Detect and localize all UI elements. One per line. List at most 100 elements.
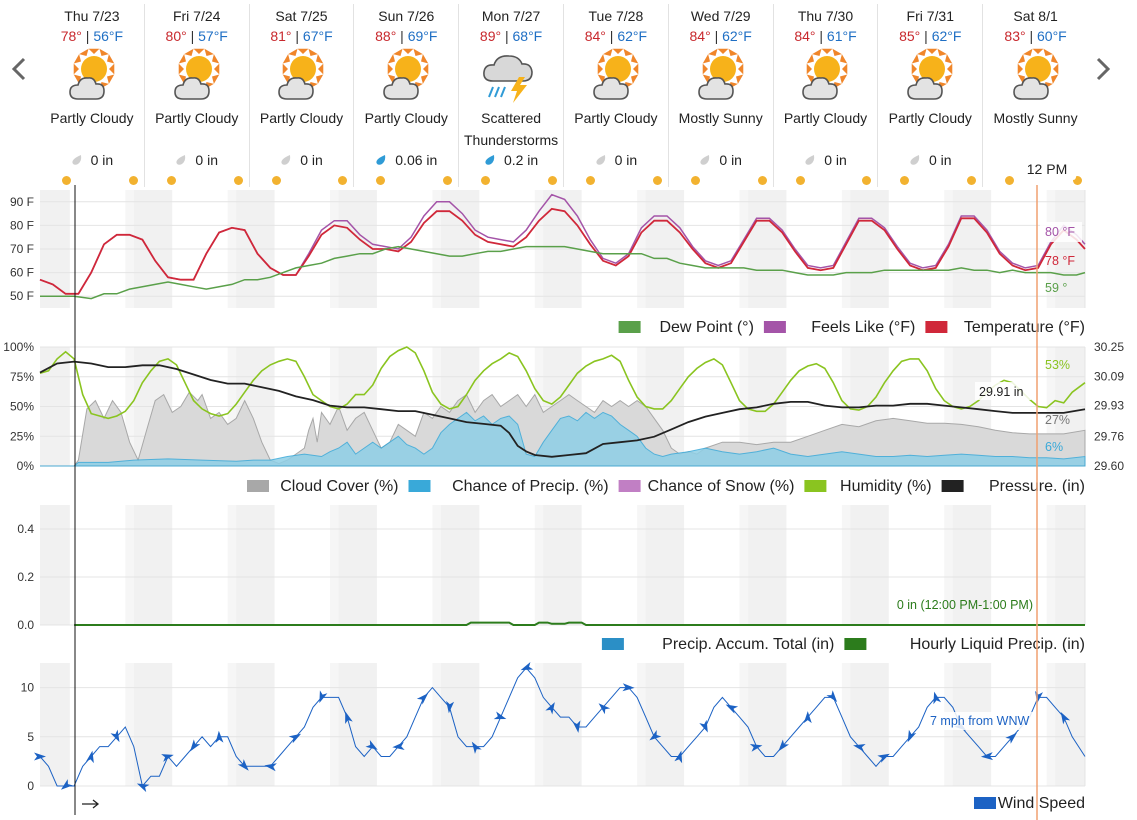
low-temp: 57°F <box>198 28 228 44</box>
wind-arrow-head <box>853 743 866 752</box>
legend-swatch <box>804 480 827 492</box>
precip-amount: 0.06 in <box>354 152 458 168</box>
legend-label: Dew Point (°) <box>659 319 753 336</box>
mostly-sunny-icon <box>1012 48 1058 100</box>
hover-bg <box>1040 222 1082 242</box>
y-tick-label: 70 F <box>10 242 34 256</box>
high-temp: 81° <box>270 28 292 44</box>
wind-direction-arrow <box>319 690 328 704</box>
legend-label: Cloud Cover (%) <box>280 478 398 495</box>
night-band <box>748 663 787 786</box>
legend-swatch <box>601 638 624 650</box>
day-column[interactable]: Tue 7/28 84° | 62°F Partly Cloudy 0 in <box>564 4 669 187</box>
night-band <box>645 663 685 786</box>
wind-direction-arrow <box>674 750 683 764</box>
day-column[interactable]: Thu 7/23 78° | 56°F Partly Cloudy 0 in <box>40 4 145 187</box>
day-column[interactable]: Thu 7/30 84° | 61°F Partly Cloudy 0 in <box>774 4 879 187</box>
legend-label: Wind Speed <box>998 795 1085 812</box>
precip-amount: 0 in <box>250 152 354 168</box>
wind-arrow-head <box>622 683 635 692</box>
raindrop-icon <box>485 155 495 165</box>
wind-direction-arrow <box>161 754 174 762</box>
low-temp: 62°F <box>617 28 648 44</box>
day-label: Mon 7/27 <box>481 8 541 24</box>
y-tick-label: 100% <box>3 340 34 354</box>
day-temps: 78° | 56°F <box>60 28 124 44</box>
night-band <box>40 505 70 625</box>
day-temps: 83° | 60°F <box>1004 28 1067 44</box>
wind-arrow-head <box>161 754 174 762</box>
day-temps: 84° | 61°F <box>794 28 857 44</box>
y-tick-label: 75% <box>10 370 34 384</box>
low-temp: 62°F <box>931 28 962 44</box>
pressure-line <box>39 360 1086 458</box>
precip-value: 0 in <box>614 152 638 168</box>
condition-label: Partly Cloudy <box>50 110 134 126</box>
y2-tick-label: 29.93 <box>1094 399 1124 413</box>
y-tick-label: 0.4 <box>17 522 34 536</box>
night-band <box>850 663 889 786</box>
wind-direction-arrow <box>345 711 353 725</box>
wind-arrow-head <box>933 691 942 705</box>
wind-arrow-head <box>1005 732 1017 744</box>
precip-amount: 0 in <box>40 152 144 168</box>
wind-direction-arrow <box>699 719 708 733</box>
wind-direction-arrow <box>572 720 581 733</box>
sunset-icon <box>967 176 977 185</box>
wind-arrow-head <box>907 729 917 743</box>
day-label: Sat 8/1 <box>1013 8 1058 24</box>
sunrise-sunset-markers <box>564 176 668 185</box>
hover-bg <box>975 382 1031 400</box>
y-tick-label: 5 <box>27 730 34 744</box>
y2-tick-label: 30.09 <box>1094 369 1124 383</box>
sunrise-sunset-markers <box>145 176 249 185</box>
wind-arrow-head <box>725 704 739 714</box>
wind-direction-arrow <box>365 740 378 750</box>
day-column[interactable]: Sat 8/1 83° | 60°F Mostly Sunny <box>983 4 1088 187</box>
chevron-right-icon <box>1096 57 1111 81</box>
sunrise-icon <box>62 176 71 185</box>
daily-forecast-strip: Thu 7/23 78° | 56°F Partly Cloudy 0 in F… <box>40 4 1088 187</box>
chance-precip-area <box>40 411 1086 467</box>
prev-arrow-button[interactable] <box>8 55 32 83</box>
legend-swatch <box>618 321 641 333</box>
night-band <box>543 505 582 625</box>
night-band <box>40 663 70 786</box>
day-temps: 81° | 67°F <box>270 28 333 44</box>
wind-direction-arrow <box>264 763 277 772</box>
y-tick-label: 50 F <box>10 289 34 303</box>
wind-arrow-head <box>190 739 201 752</box>
day-column[interactable]: Wed 7/29 84° | 62°F Mostly Sunny 0 in <box>669 4 774 187</box>
wind-direction-arrow <box>1005 732 1017 744</box>
raindrop-icon <box>281 155 291 165</box>
day-column[interactable]: Sun 7/26 88° | 69°F Partly Cloudy 0.06 i… <box>354 4 460 187</box>
high-temp: 84° <box>794 28 816 44</box>
day-label: Sat 7/25 <box>275 8 328 24</box>
legend-swatch <box>941 480 964 492</box>
next-arrow-button[interactable] <box>1090 55 1114 83</box>
sunset-icon <box>443 176 453 185</box>
sunrise-sunset-markers <box>983 176 1088 185</box>
day-column[interactable]: Sat 7/25 81° | 67°F Partly Cloudy 0 in <box>250 4 355 187</box>
wind-direction-arrow <box>749 743 763 752</box>
night-band <box>748 505 787 625</box>
day-column[interactable]: Mon 7/27 89° | 68°F Scattered Thundersto… <box>459 4 564 187</box>
condition-label: Mostly Sunny <box>678 110 763 126</box>
wind-arrow-head <box>288 733 302 744</box>
day-temps: 84° | 62°F <box>584 28 648 44</box>
sunset-icon <box>757 176 767 185</box>
sunrise-icon <box>166 176 176 185</box>
day-column[interactable]: Fri 7/24 80° | 57°F Partly Cloudy 0 in <box>145 4 250 187</box>
day-label: Thu 7/30 <box>797 8 854 24</box>
wind-arrow-head <box>877 753 890 763</box>
low-temp: 61°F <box>826 28 857 44</box>
y-tick-label: 50% <box>10 400 34 414</box>
wind-direction-arrow <box>598 703 611 715</box>
wind-direction-arrow <box>1060 711 1071 725</box>
wind-arrow-head <box>520 662 534 671</box>
wind-arrow-head <box>136 783 150 793</box>
day-column[interactable]: Fri 7/31 85° | 62°F Partly Cloudy 0 in <box>878 4 984 187</box>
high-temp: 85° <box>899 28 921 44</box>
condition-label: Partly Cloudy <box>259 110 344 126</box>
